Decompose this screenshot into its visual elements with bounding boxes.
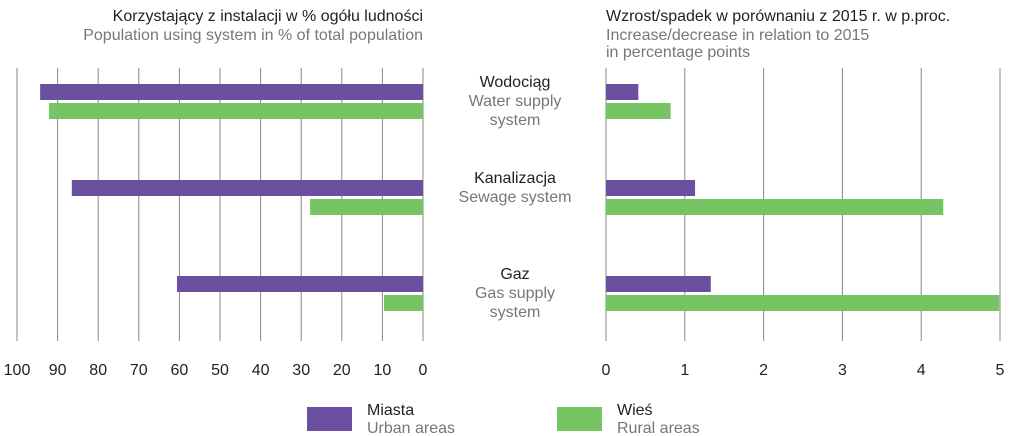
x-tick-label: 2: [759, 362, 768, 379]
bar: [176, 276, 423, 292]
bar: [606, 180, 696, 196]
x-tick-label: 5: [996, 362, 1005, 379]
x-tick-label: 80: [89, 362, 107, 379]
x-tick-label: 50: [211, 362, 229, 379]
category-pl: Kanalizacja: [474, 170, 556, 187]
bar: [606, 84, 639, 100]
x-tick-label: 40: [252, 362, 270, 379]
category-pl: Wodociąg: [479, 74, 551, 91]
x-tick-label: 100: [4, 362, 31, 379]
chart-title: Wzrost/spadek w porównaniu z 2015 r. w p…: [606, 8, 950, 25]
bar: [606, 276, 711, 292]
legend-label-en: Urban areas: [367, 420, 455, 436]
category-en: Water supply system: [468, 93, 562, 129]
x-tick-label: 90: [49, 362, 67, 379]
legend-label: Miasta: [367, 402, 414, 419]
category-label: Kanalizacja Sewage system: [450, 169, 580, 207]
x-tick-label: 60: [171, 362, 189, 379]
legend-label: Wieś: [617, 402, 653, 419]
legend-swatch: [557, 407, 602, 431]
legend-swatch: [307, 407, 352, 431]
category-en: Gas supply system: [474, 285, 556, 321]
chart-title: Korzystający z instalacji w % ogółu ludn…: [113, 8, 423, 25]
x-tick-label: 0: [602, 362, 611, 379]
bar: [384, 295, 423, 311]
bar: [606, 199, 944, 215]
x-tick-label: 70: [130, 362, 148, 379]
category-label: Gaz Gas supply system: [450, 265, 580, 322]
x-tick-label: 10: [374, 362, 392, 379]
bar: [71, 180, 423, 196]
bar: [40, 84, 423, 100]
category-pl: Gaz: [500, 266, 530, 283]
x-tick-label: 1: [680, 362, 689, 379]
chart-subtitle: in percentage points: [606, 44, 750, 61]
bar: [49, 103, 423, 119]
x-tick-label: 4: [917, 362, 926, 379]
x-tick-label: 20: [333, 362, 351, 379]
category-en: Sewage system: [458, 189, 572, 206]
legend-label-en: Rural areas: [617, 420, 700, 436]
bar: [606, 103, 671, 119]
x-tick-label: 30: [292, 362, 310, 379]
x-tick-label: 0: [419, 362, 428, 379]
bar: [310, 199, 423, 215]
x-tick-label: 3: [838, 362, 847, 379]
category-label: Wodociąg Water supply system: [450, 73, 580, 130]
chart-subtitle: Population using system in % of total po…: [83, 27, 423, 44]
bar: [606, 295, 1000, 311]
chart-subtitle: Increase/decrease in relation to 2015: [606, 27, 869, 44]
